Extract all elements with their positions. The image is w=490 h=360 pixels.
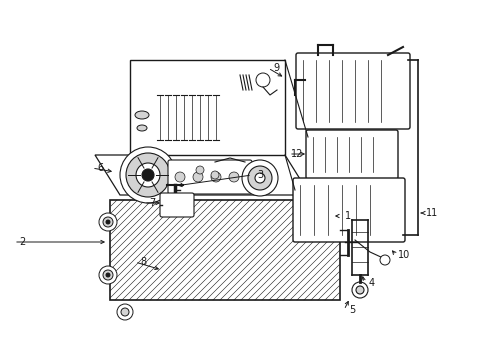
FancyBboxPatch shape [293, 178, 405, 242]
Circle shape [211, 172, 221, 182]
Circle shape [106, 273, 110, 277]
Circle shape [193, 172, 203, 182]
Text: 1: 1 [345, 211, 351, 221]
Ellipse shape [137, 125, 147, 131]
Circle shape [256, 73, 270, 87]
Circle shape [103, 270, 113, 280]
FancyBboxPatch shape [168, 160, 252, 194]
Circle shape [248, 166, 272, 190]
Text: 2: 2 [19, 237, 25, 247]
Circle shape [356, 286, 364, 294]
Ellipse shape [135, 111, 149, 119]
Circle shape [352, 282, 368, 298]
Polygon shape [95, 155, 310, 195]
Circle shape [211, 171, 219, 179]
Circle shape [242, 160, 278, 196]
Circle shape [175, 172, 185, 182]
Bar [130, 60, 285, 155]
FancyBboxPatch shape [160, 193, 194, 217]
Circle shape [120, 147, 176, 203]
Text: 8: 8 [140, 257, 146, 267]
Circle shape [142, 169, 154, 181]
Bar [110, 200, 340, 300]
Circle shape [121, 308, 129, 316]
Circle shape [126, 153, 170, 197]
FancyBboxPatch shape [306, 130, 398, 179]
Circle shape [255, 173, 265, 183]
Text: 9: 9 [273, 63, 279, 73]
Text: 6: 6 [97, 163, 103, 173]
Text: 7: 7 [149, 198, 155, 208]
Text: 12: 12 [291, 149, 303, 159]
Text: 3: 3 [257, 170, 263, 180]
FancyBboxPatch shape [296, 53, 410, 129]
Circle shape [229, 172, 239, 182]
Circle shape [380, 255, 390, 265]
Circle shape [103, 217, 113, 227]
Circle shape [117, 304, 133, 320]
Circle shape [106, 220, 110, 224]
Circle shape [136, 163, 160, 187]
Text: 11: 11 [426, 208, 438, 218]
Text: 4: 4 [369, 278, 375, 288]
Circle shape [99, 266, 117, 284]
Circle shape [99, 213, 117, 231]
Circle shape [196, 166, 204, 174]
Text: 10: 10 [398, 250, 410, 260]
Text: 5: 5 [349, 305, 355, 315]
